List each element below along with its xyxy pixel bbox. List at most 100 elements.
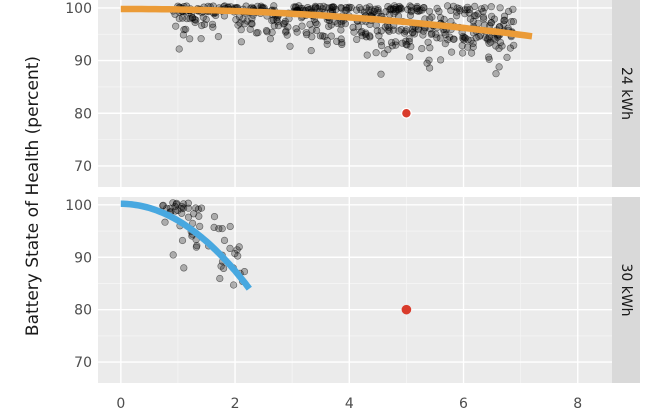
data-point [363, 51, 371, 59]
data-point [466, 15, 475, 23]
data-point [406, 53, 414, 61]
data-point [313, 20, 321, 28]
data-point [440, 15, 448, 24]
data-point [172, 22, 180, 30]
y-tick-label: 100 [65, 198, 92, 214]
data-point [406, 11, 415, 19]
data-point [414, 26, 423, 34]
data-point [510, 41, 518, 49]
data-point [509, 5, 517, 13]
data-point [405, 35, 413, 43]
data-point [303, 31, 311, 39]
facet-strip-label: 30 kWh [618, 263, 634, 316]
data-point [357, 6, 365, 14]
data-point [373, 27, 381, 35]
y-tick-label: 80 [74, 106, 92, 122]
x-tick-label: 0 [116, 396, 125, 412]
data-point [413, 4, 421, 12]
y-tick-label: 90 [74, 250, 92, 266]
data-point [161, 218, 169, 226]
data-point [311, 2, 320, 10]
data-point [496, 4, 504, 12]
data-point [159, 202, 167, 210]
data-point [195, 212, 203, 220]
highlight-point [401, 107, 412, 119]
data-point [179, 200, 188, 208]
highlight-point [401, 304, 412, 315]
data-point [284, 23, 292, 31]
trend-line [120, 200, 252, 291]
data-point [469, 39, 477, 48]
data-point [377, 27, 385, 35]
data-point [319, 5, 327, 13]
data-point [384, 46, 392, 54]
data-point [392, 38, 400, 46]
data-point [186, 35, 194, 43]
data-point [353, 35, 361, 44]
data-point [233, 246, 241, 254]
data-point [298, 22, 306, 30]
data-point [184, 213, 193, 221]
data-point [441, 39, 449, 48]
data-point [377, 38, 385, 46]
data-point [360, 8, 369, 16]
data-point [254, 29, 262, 37]
data-point [380, 50, 388, 58]
data-point [459, 49, 467, 57]
data-point [500, 12, 509, 20]
data-point [464, 36, 472, 44]
data-point [169, 251, 177, 259]
facet-panel-1: 70 80 90 100 24 kWh [65, 0, 640, 187]
data-point [173, 199, 181, 207]
data-point [425, 56, 433, 64]
data-point [387, 6, 395, 14]
data-point [333, 37, 341, 46]
data-point [461, 6, 469, 14]
data-point [370, 7, 378, 15]
data-point [210, 213, 219, 221]
data-point [485, 39, 493, 47]
data-point [293, 28, 301, 36]
data-point [460, 33, 469, 42]
data-point [498, 42, 506, 50]
x-tick-label: 2 [231, 396, 240, 412]
data-point [509, 18, 518, 26]
data-point [323, 36, 331, 45]
data-point [409, 25, 417, 33]
data-point [449, 2, 458, 10]
data-point [232, 16, 240, 24]
y-tick-label: 90 [74, 54, 92, 70]
data-point [240, 268, 249, 276]
data-point [282, 27, 290, 35]
data-point [371, 5, 380, 13]
data-point [397, 26, 405, 34]
data-point [479, 7, 487, 16]
data-point [178, 236, 187, 245]
data-point [175, 45, 183, 53]
panel-background [98, 197, 612, 383]
y-axis-title: Battery State of Health (percent) [23, 56, 43, 336]
data-point [450, 35, 458, 43]
data-point [226, 244, 234, 252]
data-point [362, 30, 370, 39]
data-point [316, 32, 325, 40]
data-point [448, 48, 456, 56]
data-point [337, 26, 345, 34]
data-point [437, 56, 445, 64]
data-point [453, 4, 461, 12]
data-point [389, 26, 397, 34]
data-point [270, 22, 278, 30]
x-tick-label: 4 [345, 396, 354, 412]
data-point [180, 26, 188, 34]
facet-strip-label: 24 kWh [618, 67, 634, 120]
facet-panel-2: 70 80 90 100 30 kWh [65, 197, 640, 383]
data-point [262, 27, 271, 35]
data-point [304, 4, 312, 12]
data-point [230, 281, 238, 289]
facet-strip [612, 0, 640, 187]
facet-strip [612, 197, 640, 383]
data-point [420, 4, 428, 12]
y-tick-label: 100 [65, 1, 92, 17]
data-point [248, 20, 256, 28]
trend-line [120, 5, 533, 40]
